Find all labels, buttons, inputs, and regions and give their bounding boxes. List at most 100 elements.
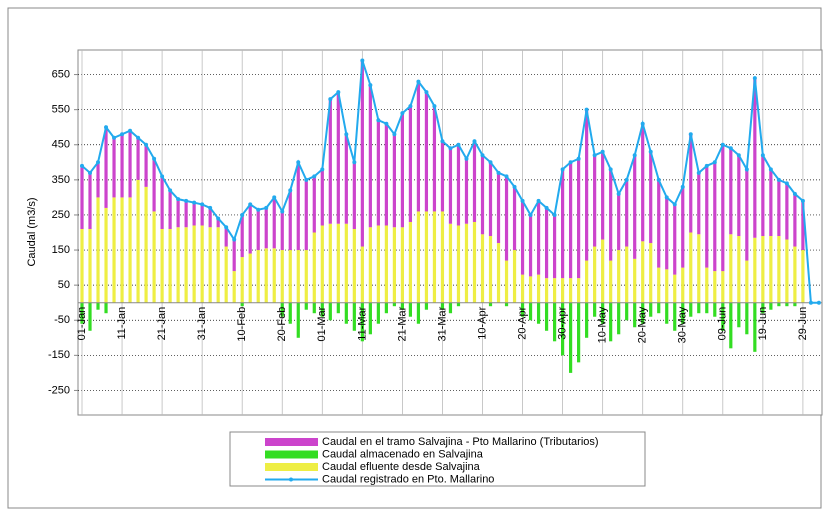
bar — [552, 278, 557, 303]
bar — [160, 176, 164, 229]
x-tick-label: 21-Jan — [156, 307, 168, 341]
point — [312, 174, 317, 179]
bar — [144, 186, 148, 303]
point — [240, 212, 245, 217]
bar — [80, 228, 84, 303]
bar — [673, 204, 677, 275]
bar — [224, 246, 228, 303]
bar — [256, 250, 260, 303]
legend-swatch — [265, 450, 318, 459]
point — [96, 160, 101, 165]
bar — [504, 176, 509, 261]
bar — [424, 302, 429, 310]
bar — [528, 214, 533, 277]
bar — [136, 179, 140, 303]
x-tick-label: 20-May — [637, 306, 649, 343]
bar — [761, 236, 765, 303]
point — [152, 156, 157, 161]
bar — [649, 151, 653, 244]
bar — [721, 144, 725, 272]
bar — [785, 183, 789, 240]
bar — [160, 228, 164, 303]
bar — [689, 302, 693, 317]
point — [184, 198, 189, 203]
bar — [769, 236, 773, 303]
bar — [392, 134, 396, 228]
legend-marker — [289, 477, 293, 482]
bar — [216, 218, 220, 228]
point — [144, 142, 149, 147]
bar — [96, 302, 100, 310]
point — [608, 167, 613, 172]
bar — [585, 109, 589, 261]
bar — [777, 236, 781, 303]
bar — [304, 302, 308, 310]
point — [200, 202, 205, 207]
bar — [617, 193, 621, 251]
bar — [488, 236, 493, 303]
bar — [96, 197, 100, 303]
point — [728, 146, 733, 151]
bar — [737, 302, 741, 328]
bar — [617, 302, 621, 335]
bar — [480, 234, 485, 303]
bar — [601, 302, 605, 324]
point — [224, 225, 229, 230]
point — [360, 58, 365, 63]
bar — [136, 137, 140, 180]
bar — [320, 225, 324, 303]
bar — [737, 155, 741, 237]
point — [760, 153, 765, 158]
point — [648, 149, 653, 154]
bar — [384, 123, 388, 226]
bar — [472, 141, 477, 222]
bar — [264, 248, 268, 303]
bar — [368, 302, 372, 335]
bar — [408, 106, 413, 222]
bar — [528, 302, 533, 321]
point — [768, 167, 773, 172]
bar — [112, 197, 116, 303]
legend-label: Caudal efluente desde Salvajina — [322, 461, 481, 473]
bar — [673, 274, 677, 303]
bar — [344, 223, 348, 303]
bar — [264, 207, 268, 249]
bar — [376, 225, 380, 303]
bar — [697, 302, 701, 314]
point — [424, 90, 429, 95]
x-tick-label: 20-Feb — [276, 307, 288, 342]
bar — [761, 155, 765, 237]
bar — [248, 204, 252, 254]
bar — [697, 234, 701, 303]
point — [400, 111, 405, 116]
bar — [280, 250, 284, 303]
point — [168, 188, 173, 193]
bar — [785, 239, 789, 303]
x-tick-label: 01-Mar — [316, 306, 328, 341]
bar — [240, 257, 244, 303]
point — [104, 125, 109, 130]
bar — [769, 169, 773, 237]
point — [328, 97, 333, 102]
bar — [472, 221, 477, 303]
bar — [729, 302, 733, 349]
y-tick-label: 150 — [52, 244, 70, 256]
bar — [192, 225, 196, 303]
bar — [176, 199, 180, 228]
bar — [777, 179, 781, 237]
bar — [96, 162, 100, 198]
bar — [424, 211, 429, 303]
bar — [585, 302, 589, 338]
point — [624, 177, 629, 182]
point — [296, 160, 301, 165]
bar — [488, 302, 493, 307]
bar — [176, 227, 180, 303]
point — [112, 135, 117, 140]
bar — [641, 241, 645, 303]
bar — [585, 260, 589, 303]
bar — [208, 227, 212, 303]
bar — [152, 158, 156, 212]
point — [632, 153, 637, 158]
point — [440, 139, 445, 144]
